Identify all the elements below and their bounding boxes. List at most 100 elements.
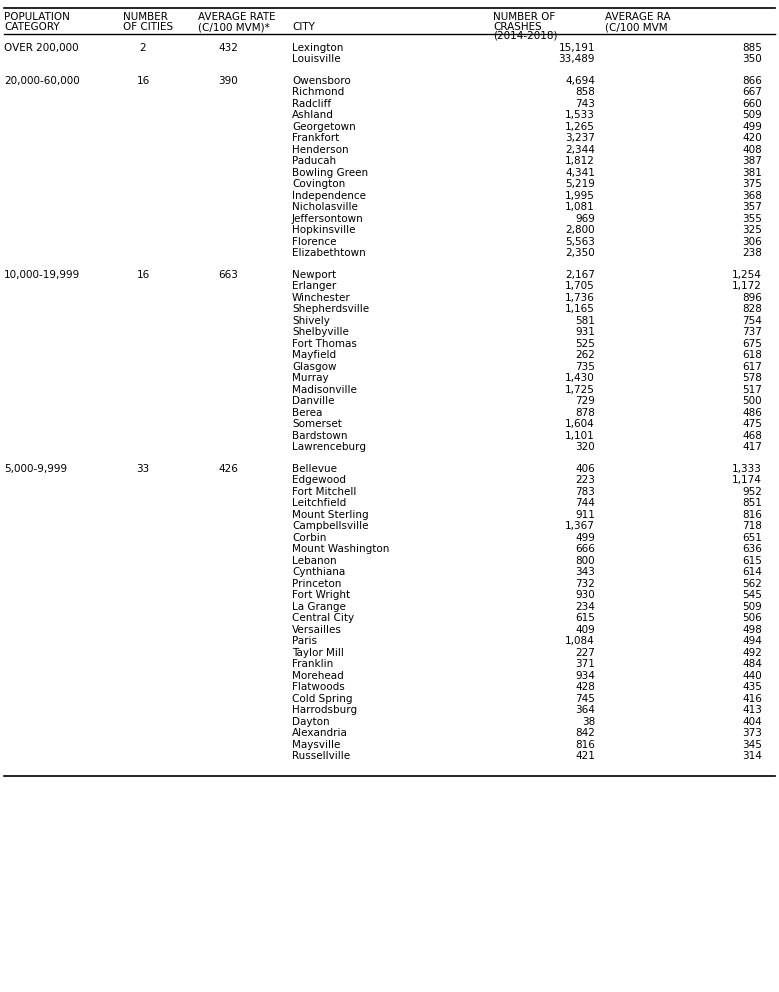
Text: 1,174: 1,174 xyxy=(732,475,762,485)
Text: Mount Washington: Mount Washington xyxy=(292,545,390,555)
Text: 33,489: 33,489 xyxy=(559,55,595,64)
Text: 417: 417 xyxy=(742,442,762,452)
Text: 729: 729 xyxy=(575,396,595,407)
Text: 306: 306 xyxy=(742,237,762,247)
Text: 2,800: 2,800 xyxy=(566,225,595,235)
Text: 866: 866 xyxy=(742,75,762,85)
Text: 615: 615 xyxy=(742,556,762,565)
Text: 858: 858 xyxy=(575,87,595,97)
Text: 660: 660 xyxy=(742,99,762,109)
Text: AVERAGE RA: AVERAGE RA xyxy=(605,12,671,22)
Text: 651: 651 xyxy=(742,533,762,543)
Text: 732: 732 xyxy=(575,578,595,588)
Text: 5,219: 5,219 xyxy=(565,180,595,189)
Text: POPULATION: POPULATION xyxy=(4,12,70,22)
Text: 420: 420 xyxy=(742,133,762,143)
Text: La Grange: La Grange xyxy=(292,602,346,612)
Text: 5,563: 5,563 xyxy=(565,237,595,247)
Text: 238: 238 xyxy=(742,248,762,258)
Text: 4,341: 4,341 xyxy=(565,168,595,178)
Text: Newport: Newport xyxy=(292,270,336,280)
Text: 930: 930 xyxy=(575,590,595,600)
Text: 426: 426 xyxy=(218,463,238,474)
Text: 743: 743 xyxy=(575,99,595,109)
Text: 1,367: 1,367 xyxy=(565,521,595,532)
Text: 1,533: 1,533 xyxy=(565,110,595,120)
Text: Franklin: Franklin xyxy=(292,660,333,670)
Text: 517: 517 xyxy=(742,385,762,395)
Text: OF CITIES: OF CITIES xyxy=(123,22,173,32)
Text: 783: 783 xyxy=(575,487,595,497)
Text: Harrodsburg: Harrodsburg xyxy=(292,705,357,715)
Text: 475: 475 xyxy=(742,420,762,430)
Text: 1,084: 1,084 xyxy=(566,636,595,646)
Text: Danville: Danville xyxy=(292,396,334,407)
Text: 1,081: 1,081 xyxy=(566,202,595,212)
Text: 325: 325 xyxy=(742,225,762,235)
Text: 345: 345 xyxy=(742,740,762,750)
Text: 969: 969 xyxy=(575,213,595,224)
Text: CITY: CITY xyxy=(292,22,315,32)
Text: Hopkinsville: Hopkinsville xyxy=(292,225,355,235)
Text: Bardstown: Bardstown xyxy=(292,431,347,440)
Text: 614: 614 xyxy=(742,567,762,577)
Text: Independence: Independence xyxy=(292,190,366,200)
Text: 320: 320 xyxy=(575,442,595,452)
Text: 931: 931 xyxy=(575,327,595,337)
Text: Leitchfield: Leitchfield xyxy=(292,498,346,508)
Text: Central City: Central City xyxy=(292,613,354,623)
Text: Edgewood: Edgewood xyxy=(292,475,346,485)
Text: 440: 440 xyxy=(742,671,762,681)
Text: 343: 343 xyxy=(575,567,595,577)
Text: 500: 500 xyxy=(742,396,762,407)
Text: 911: 911 xyxy=(575,510,595,520)
Text: Versailles: Versailles xyxy=(292,625,342,635)
Text: 4,694: 4,694 xyxy=(565,75,595,85)
Text: 666: 666 xyxy=(575,545,595,555)
Text: 435: 435 xyxy=(742,682,762,692)
Text: Louisville: Louisville xyxy=(292,55,340,64)
Text: 387: 387 xyxy=(742,157,762,167)
Text: Shively: Shively xyxy=(292,315,330,325)
Text: 1,430: 1,430 xyxy=(566,373,595,383)
Text: 934: 934 xyxy=(575,671,595,681)
Text: Frankfort: Frankfort xyxy=(292,133,339,143)
Text: Russellville: Russellville xyxy=(292,751,350,761)
Text: Winchester: Winchester xyxy=(292,293,351,303)
Text: 2,350: 2,350 xyxy=(566,248,595,258)
Text: 667: 667 xyxy=(742,87,762,97)
Text: 16: 16 xyxy=(136,270,150,280)
Text: Cold Spring: Cold Spring xyxy=(292,693,353,703)
Text: 373: 373 xyxy=(742,728,762,738)
Text: Shepherdsville: Shepherdsville xyxy=(292,305,369,314)
Text: 851: 851 xyxy=(742,498,762,508)
Text: Fort Mitchell: Fort Mitchell xyxy=(292,487,356,497)
Text: 617: 617 xyxy=(742,362,762,372)
Text: 498: 498 xyxy=(742,625,762,635)
Text: Jeffersontown: Jeffersontown xyxy=(292,213,364,224)
Text: 618: 618 xyxy=(742,350,762,360)
Text: Lebanon: Lebanon xyxy=(292,556,337,565)
Text: 3,237: 3,237 xyxy=(565,133,595,143)
Text: 2: 2 xyxy=(139,43,146,53)
Text: 355: 355 xyxy=(742,213,762,224)
Text: Richmond: Richmond xyxy=(292,87,344,97)
Text: NUMBER OF: NUMBER OF xyxy=(493,12,555,22)
Text: Mount Sterling: Mount Sterling xyxy=(292,510,368,520)
Text: 484: 484 xyxy=(742,660,762,670)
Text: (2014-2018): (2014-2018) xyxy=(493,31,558,41)
Text: 896: 896 xyxy=(742,293,762,303)
Text: 428: 428 xyxy=(575,682,595,692)
Text: 506: 506 xyxy=(742,613,762,623)
Text: Morehead: Morehead xyxy=(292,671,344,681)
Text: 737: 737 xyxy=(742,327,762,337)
Text: Georgetown: Georgetown xyxy=(292,122,356,132)
Text: 368: 368 xyxy=(742,190,762,200)
Text: OVER 200,000: OVER 200,000 xyxy=(4,43,79,53)
Text: 1,172: 1,172 xyxy=(732,282,762,292)
Text: 33: 33 xyxy=(136,463,150,474)
Text: 234: 234 xyxy=(575,602,595,612)
Text: 615: 615 xyxy=(575,613,595,623)
Text: Erlanger: Erlanger xyxy=(292,282,337,292)
Text: Covington: Covington xyxy=(292,180,345,189)
